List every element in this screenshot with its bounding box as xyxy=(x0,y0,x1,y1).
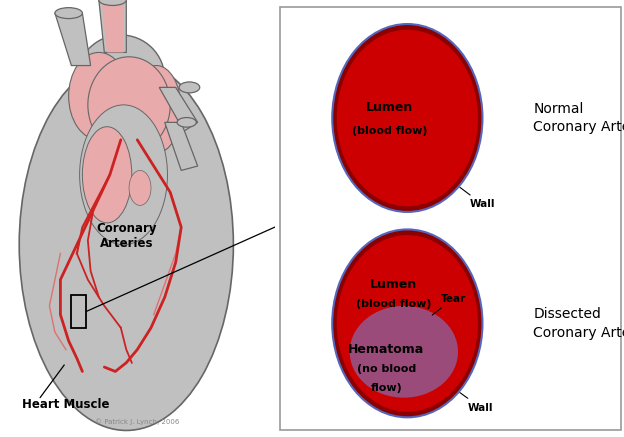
Ellipse shape xyxy=(69,52,129,140)
Polygon shape xyxy=(55,13,90,66)
Ellipse shape xyxy=(349,306,458,398)
Polygon shape xyxy=(165,122,198,170)
Circle shape xyxy=(332,229,482,417)
Text: Coronary
Arteries: Coronary Arteries xyxy=(96,222,157,250)
Ellipse shape xyxy=(177,118,197,127)
Circle shape xyxy=(337,30,478,206)
Ellipse shape xyxy=(179,82,200,93)
Text: Lumen: Lumen xyxy=(366,101,414,114)
Polygon shape xyxy=(102,0,124,52)
Text: Normal
Coronary Artery: Normal Coronary Artery xyxy=(533,102,624,134)
Text: Hematoma: Hematoma xyxy=(348,343,424,356)
Ellipse shape xyxy=(129,170,151,205)
Ellipse shape xyxy=(77,35,165,122)
Ellipse shape xyxy=(80,105,167,245)
Text: flow): flow) xyxy=(371,383,402,393)
Ellipse shape xyxy=(55,8,82,18)
Circle shape xyxy=(337,235,478,412)
Polygon shape xyxy=(159,87,198,131)
Circle shape xyxy=(332,24,482,212)
Text: Wall: Wall xyxy=(460,393,494,413)
Ellipse shape xyxy=(88,57,170,153)
Text: Wall: Wall xyxy=(460,187,495,209)
Text: Heart Muscle: Heart Muscle xyxy=(22,398,109,411)
Text: Dissected
Coronary Artery: Dissected Coronary Artery xyxy=(533,307,624,340)
Ellipse shape xyxy=(132,66,181,153)
Text: (no blood: (no blood xyxy=(357,364,416,374)
Text: (blood flow): (blood flow) xyxy=(352,126,427,136)
Text: (blood flow): (blood flow) xyxy=(356,299,431,309)
Ellipse shape xyxy=(99,0,126,6)
Text: © Patrick J. Lynch, 2006: © Patrick J. Lynch, 2006 xyxy=(95,418,180,425)
Text: Tear: Tear xyxy=(432,294,466,315)
Bar xyxy=(71,295,87,328)
Ellipse shape xyxy=(82,127,132,223)
Polygon shape xyxy=(99,0,126,52)
Text: Lumen: Lumen xyxy=(370,277,417,291)
Ellipse shape xyxy=(19,59,233,430)
